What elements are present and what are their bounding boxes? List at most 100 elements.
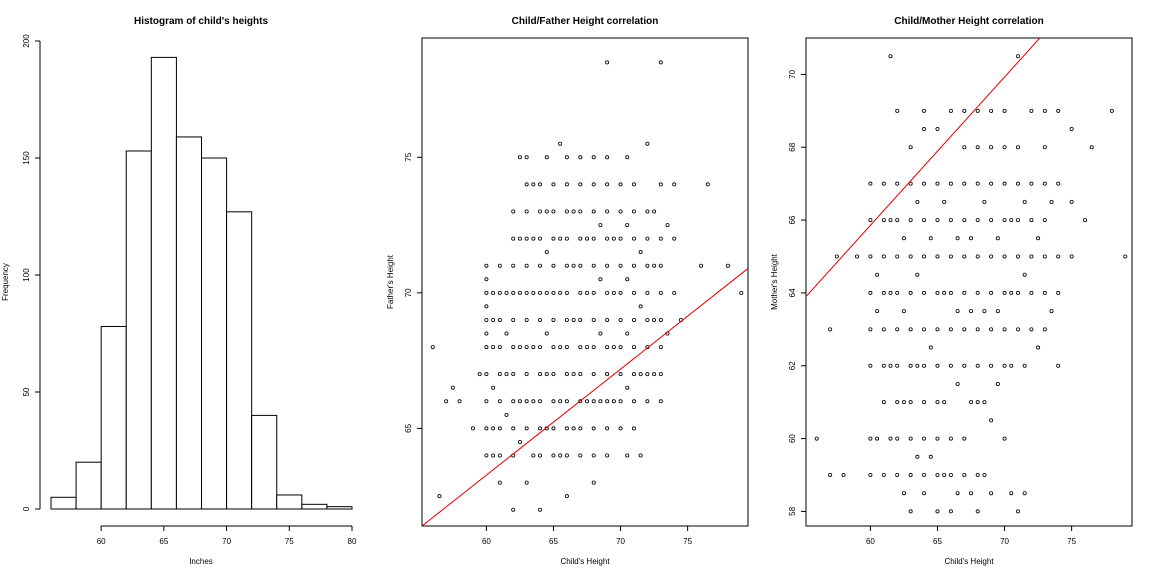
father-point [444,399,449,404]
father-point [625,453,630,458]
father-point [484,263,489,268]
father-point [645,141,650,146]
mother-point [1002,145,1007,150]
mother-point [975,181,980,186]
father-point [564,453,569,458]
father-point [558,345,563,350]
mother-point [948,473,953,478]
father-point [618,372,623,377]
mother-point [901,491,906,496]
mother-point [935,473,940,478]
histogram-y-tick-label: 200 [22,34,31,48]
father-point [672,290,677,295]
mother-scatter-title: Child/Mother Height correlation [894,16,1043,27]
mother-point [868,290,873,295]
mother-point [895,254,900,259]
father-point [652,317,657,322]
mother-y-tick-label: 62 [788,361,797,370]
father-point [524,372,529,377]
mother-y-tick-label: 68 [788,142,797,151]
mother-point [908,290,913,295]
father-point [618,209,623,214]
father-point [524,182,529,187]
father-point [437,494,442,499]
father-point [517,155,522,160]
mother-point [1109,108,1114,113]
father-point [551,236,556,241]
father-point [605,317,610,322]
mother-point [895,218,900,223]
father-point [477,372,482,377]
mother-point [1002,108,1007,113]
mother-point [854,254,859,259]
mother-point [922,436,927,441]
father-point [558,399,563,404]
histogram-bar-3 [125,150,152,510]
father-point [564,317,569,322]
mother-point [875,309,880,314]
mother-point [975,290,980,295]
mother-point [895,181,900,186]
mother-point [928,345,933,350]
histogram-bar-7 [226,211,253,510]
father-x-label: Child's Height [560,557,610,566]
father-point [538,453,543,458]
father-point [491,345,496,350]
mother-point [1002,181,1007,186]
histogram-y-tick-label: 100 [22,268,31,282]
father-point [631,290,636,295]
father-y-label: Father's Height [386,254,395,309]
father-point [578,426,583,431]
father-point [605,60,610,65]
mother-scatter-points [814,54,1128,514]
mother-x-tick-label: 70 [1000,537,1009,546]
mother-point [1015,327,1020,332]
father-point [538,507,543,512]
father-point [497,480,502,485]
father-point [511,263,516,268]
mother-point [1002,218,1007,223]
father-point [585,290,590,295]
mother-scatter-panel: Child/Mother Height correlation 60 65 70 75… [770,16,1133,566]
father-point [538,399,543,404]
mother-point [928,236,933,241]
father-point [484,345,489,350]
father-point [450,385,455,390]
mother-point [922,473,927,478]
father-point [591,345,596,350]
mother-point [922,108,927,113]
mother-point [881,181,886,186]
father-point [625,385,630,390]
father-point [578,209,583,214]
mother-point [888,290,893,295]
mother-point [895,327,900,332]
histogram-bar-8 [251,414,278,510]
mother-point [1029,254,1034,259]
father-point [551,372,556,377]
mother-point [935,290,940,295]
mother-point [814,436,819,441]
mother-point [989,108,994,113]
father-point [598,277,603,282]
father-point [672,182,677,187]
mother-point [962,108,967,113]
mother-point [995,236,1000,241]
father-point [739,290,744,295]
mother-point [962,181,967,186]
father-point [497,453,502,458]
father-point [544,155,549,160]
mother-point [881,473,886,478]
mother-point [969,236,974,241]
mother-regression-line [806,38,1041,297]
father-point [618,263,623,268]
mother-point [989,327,994,332]
histogram-panel: Histogram of child's heights 60 65 70 75 80 … [1,16,357,566]
mother-point [1042,327,1047,332]
father-point [564,236,569,241]
mother-point [942,290,947,295]
father-point [551,209,556,214]
father-regression-line [422,268,748,526]
father-point [591,426,596,431]
mother-point [969,400,974,405]
father-point [591,209,596,214]
